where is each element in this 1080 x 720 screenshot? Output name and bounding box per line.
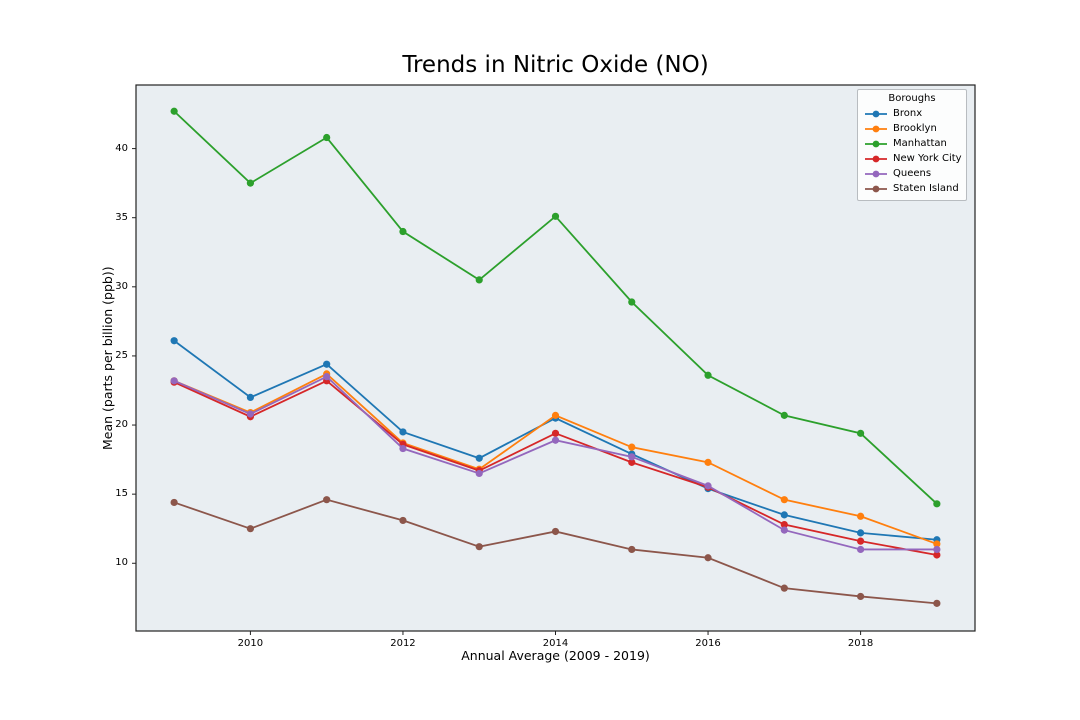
x-tick-label: 2014 [542,638,569,649]
data-point [856,529,865,537]
legend-label: New York City [893,153,962,164]
legend-line-sample [865,140,887,147]
data-point [780,511,788,519]
data-point [170,337,178,345]
x-tick-label: 2012 [390,638,416,649]
data-point [780,520,788,529]
data-point [780,584,788,592]
data-point [780,411,788,419]
legend-line-sample [865,170,887,177]
plot-area [135,84,976,632]
y-tick-label: 10 [115,557,128,569]
legend-line-sample [865,185,887,192]
x-tick-label: 2018 [847,638,874,649]
data-point [704,482,712,490]
legend: Boroughs Bronx Brooklyn Manhattan New York … [857,89,967,201]
data-point [399,444,407,453]
data-point [551,429,560,437]
legend-items: Bronx Brooklyn Manhattan New York City Queen… [864,106,962,196]
data-point [933,545,941,554]
data-point [933,500,941,508]
data-point [856,592,865,601]
data-point [399,516,407,525]
y-tick-label: 40 [115,142,128,154]
data-point [856,545,865,554]
data-point [628,545,636,554]
x-tick-label: 2016 [695,638,721,649]
data-point [246,179,255,187]
data-point [170,377,178,385]
chart-title: Trends in Nitric Oxide (NO) [402,52,709,78]
legend-line-sample [865,110,887,117]
legend-item-new-york-city: New York City [864,151,962,166]
y-tick-label: 30 [115,280,128,292]
legend-item-staten-island: Staten Island [864,181,960,196]
data-point [780,526,788,534]
data-point [628,453,636,461]
legend-label: Bronx [893,108,923,119]
data-point [780,496,788,504]
data-point [856,512,865,520]
legend-label: Staten Island [893,183,959,194]
legend-title: Boroughs [888,93,936,104]
data-point [246,410,255,418]
data-point [399,428,407,436]
data-point [475,543,483,551]
data-point [475,276,483,284]
data-point [246,393,255,401]
legend-line-sample [865,155,887,162]
y-tick-label: 20 [115,419,128,431]
data-point [856,537,865,545]
data-point [628,458,636,466]
data-point [323,360,331,368]
legend-label: Queens [893,168,932,179]
data-point [475,454,483,462]
data-point [551,411,560,419]
data-point [551,436,560,444]
data-point [933,540,941,548]
data-point [399,227,407,236]
x-tick-label: 2010 [237,638,264,649]
data-point [475,469,483,478]
y-tick-label: 15 [115,488,128,500]
legend-label: Brooklyn [893,123,937,134]
data-point [628,298,636,306]
legend-item-bronx: Bronx [864,106,960,121]
legend-item-brooklyn: Brooklyn [864,121,960,136]
legend-line-sample [865,125,887,132]
data-point [704,554,712,562]
data-point [933,599,941,607]
y-tick-label: 25 [115,349,128,361]
data-point [170,107,178,115]
data-point [323,496,331,504]
data-point [323,373,331,381]
data-point [246,525,255,533]
data-point [933,551,941,559]
data-point [704,458,712,466]
y-tick-label: 35 [115,211,128,223]
data-point [551,527,560,536]
x-axis-label: Annual Average (2009 - 2019) [461,648,650,663]
legend-label: Manhattan [893,138,947,149]
data-point [704,371,712,379]
data-point [856,429,865,437]
legend-item-queens: Queens [864,166,960,181]
data-point [323,133,331,142]
data-point [170,498,178,507]
legend-item-manhattan: Manhattan [864,136,960,151]
data-point [628,443,636,451]
data-point [551,212,560,220]
